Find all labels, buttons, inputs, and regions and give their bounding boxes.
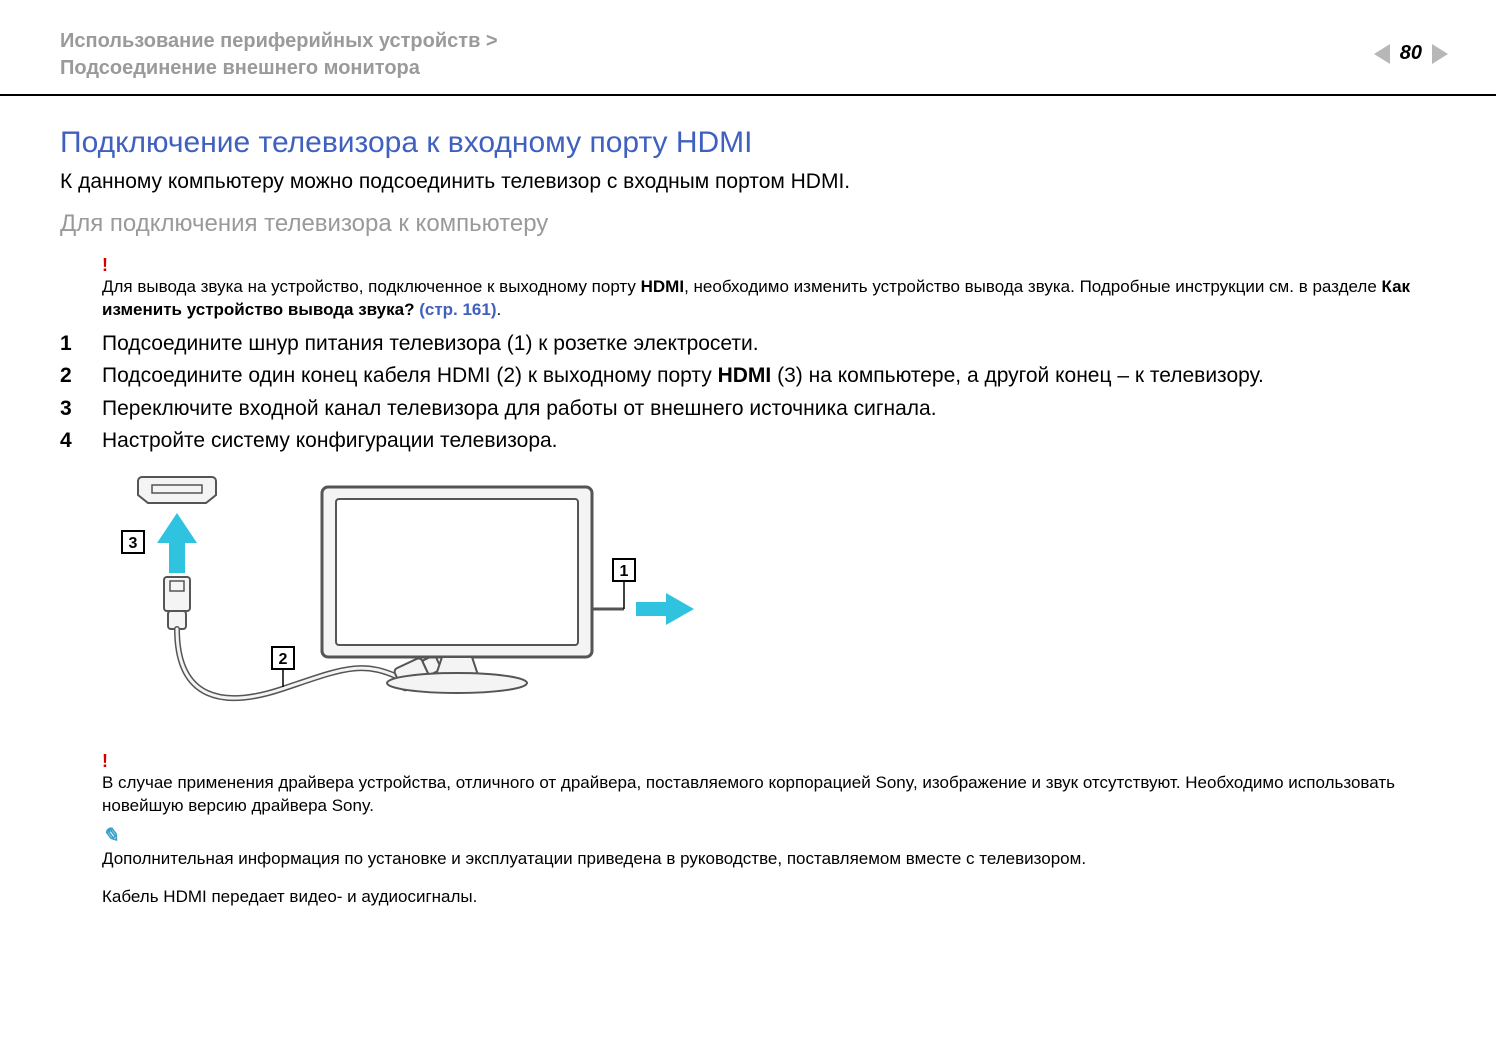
warning-2: ! В случае применения драйвера устройств…	[60, 752, 1436, 818]
step-3: Переключите входной канал телевизора для…	[60, 395, 1436, 423]
intro-text: К данному компьютеру можно подсоединить …	[60, 170, 1436, 194]
content: Подключение телевизора к входному порту …	[0, 96, 1496, 907]
step-4: Настройте систему конфигурации телевизор…	[60, 427, 1436, 455]
info-note: ✎ Дополнительная информация по установке…	[60, 826, 1436, 871]
subheading: Для подключения телевизора к компьютеру	[60, 210, 1436, 238]
warning-1-text: Для вывода звука на устройство, подключе…	[102, 277, 1410, 319]
steps-list: Подсоедините шнур питания телевизора (1)…	[60, 330, 1436, 455]
pager: 80	[1374, 42, 1448, 65]
step-1: Подсоедините шнур питания телевизора (1)…	[60, 330, 1436, 358]
figure-svg: 3	[102, 469, 702, 729]
warning-1-mid: , необходимо изменить устройство вывода …	[684, 277, 1381, 296]
label-2: 2	[272, 647, 294, 687]
warning-icon: !	[102, 752, 1436, 770]
arrow-to-outlet-icon	[636, 593, 694, 625]
hdmi-connector-icon	[164, 577, 190, 629]
svg-text:2: 2	[279, 651, 288, 668]
page-header: Использование периферийных устройств > П…	[0, 0, 1496, 96]
hdmi-port-icon	[138, 477, 216, 503]
breadcrumb-line1: Использование периферийных устройств >	[60, 30, 498, 52]
warning-2-text: В случае применения драйвера устройства,…	[102, 773, 1395, 815]
info-note-text: Дополнительная информация по установке и…	[102, 849, 1086, 868]
page-number: 80	[1400, 42, 1422, 65]
next-page-arrow-icon[interactable]	[1432, 44, 1448, 64]
label-3: 3	[122, 531, 144, 553]
step-2: Подсоедините один конец кабеля HDMI (2) …	[60, 362, 1436, 390]
prev-page-arrow-icon[interactable]	[1374, 44, 1390, 64]
breadcrumb-line2: Подсоединение внешнего монитора	[60, 57, 420, 79]
connection-figure: 3	[60, 469, 1436, 734]
warning-1-bold1: HDMI	[641, 277, 684, 296]
step-2-post: (3) на компьютере, а другой конец – к те…	[771, 364, 1264, 387]
warning-1-prefix: Для вывода звука на устройство, подключе…	[102, 277, 641, 296]
warning-1-link[interactable]: (стр. 161)	[419, 300, 496, 319]
label-1: 1	[613, 559, 635, 581]
warning-icon: !	[102, 256, 1436, 274]
step-2-bold: HDMI	[718, 364, 772, 387]
tv-icon	[322, 487, 592, 693]
note-icon: ✎	[102, 826, 1436, 846]
breadcrumb: Использование периферийных устройств > П…	[60, 28, 1436, 82]
arrow-into-port-icon	[157, 513, 197, 573]
step-2-pre: Подсоедините один конец кабеля HDMI (2) …	[102, 364, 718, 387]
final-note: Кабель HDMI передает видео- и аудиосигна…	[60, 887, 1436, 907]
warning-1-suffix: .	[497, 300, 502, 319]
page-title: Подключение телевизора к входному порту …	[60, 126, 1436, 160]
svg-text:1: 1	[620, 563, 629, 580]
warning-1: ! Для вывода звука на устройство, подклю…	[60, 256, 1436, 322]
svg-text:3: 3	[129, 535, 138, 552]
